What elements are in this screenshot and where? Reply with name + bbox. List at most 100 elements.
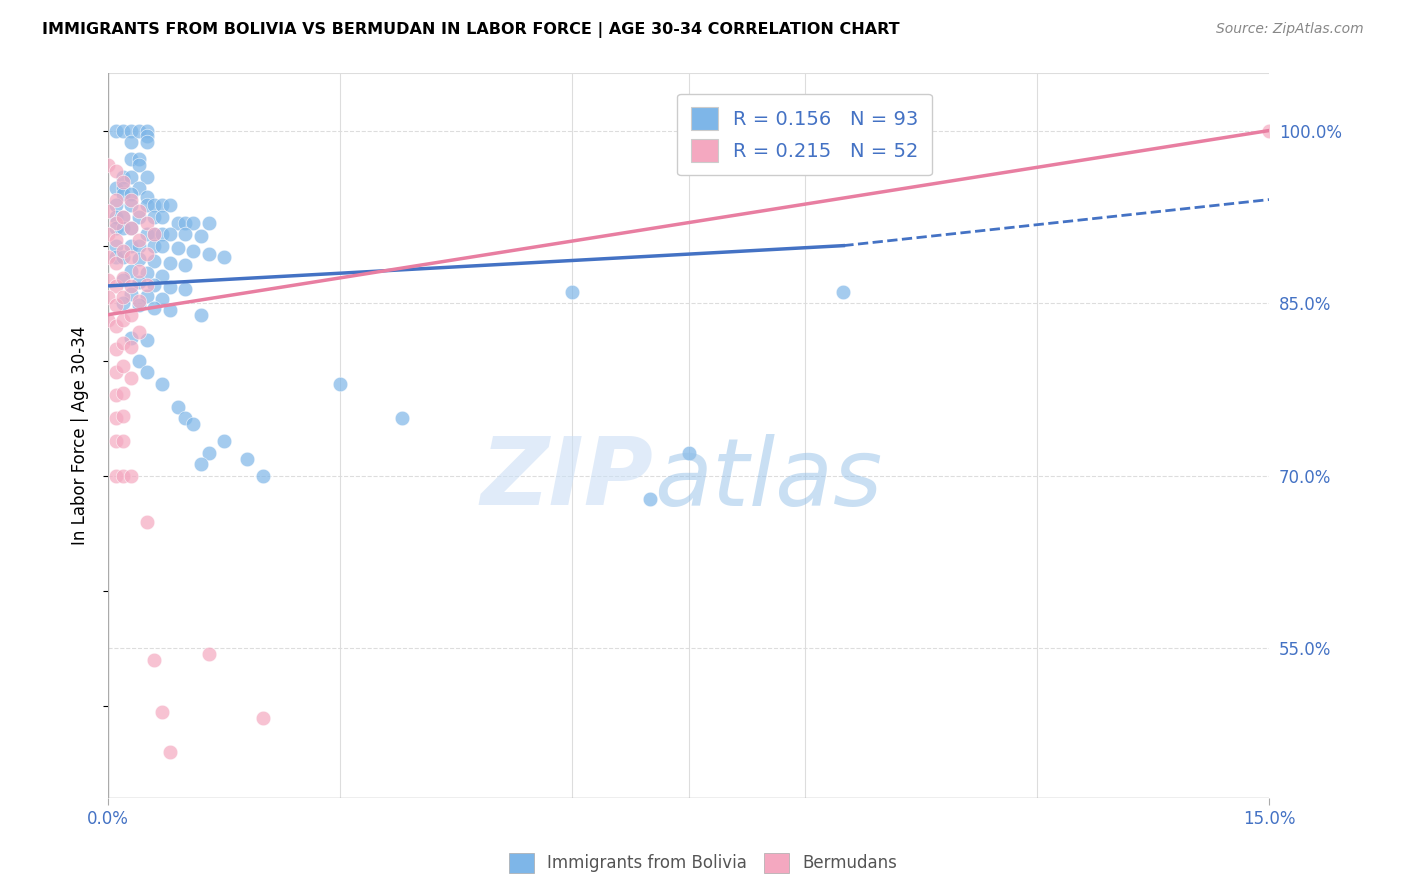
Point <box>150 198 173 212</box>
Point <box>174 227 197 241</box>
Point <box>143 653 166 667</box>
Point <box>128 153 150 167</box>
Legend: Immigrants from Bolivia, Bermudans: Immigrants from Bolivia, Bermudans <box>502 847 904 880</box>
Point <box>135 198 157 212</box>
Point <box>135 266 157 280</box>
Point <box>236 451 259 466</box>
Point <box>120 287 142 301</box>
Point <box>143 277 166 292</box>
Point <box>112 386 135 401</box>
Point <box>120 371 142 385</box>
Point <box>112 359 135 374</box>
Point <box>104 411 127 425</box>
Point <box>104 319 127 334</box>
Point <box>97 250 120 264</box>
Point <box>135 216 157 230</box>
Point <box>329 376 352 391</box>
Point <box>104 210 127 224</box>
Point <box>159 256 181 270</box>
Point <box>197 216 219 230</box>
Point <box>112 221 135 235</box>
Point <box>174 258 197 272</box>
Point <box>135 123 157 137</box>
Point <box>128 264 150 278</box>
Point <box>143 253 166 268</box>
Point <box>252 468 274 483</box>
Point <box>112 210 135 224</box>
Point <box>97 313 120 327</box>
Point <box>112 169 135 184</box>
Point <box>190 458 212 472</box>
Text: ZIP: ZIP <box>481 434 654 525</box>
Point <box>135 190 157 204</box>
Point <box>112 210 135 224</box>
Text: atlas: atlas <box>654 434 882 524</box>
Text: Source: ZipAtlas.com: Source: ZipAtlas.com <box>1216 22 1364 37</box>
Point <box>120 169 142 184</box>
Point <box>120 264 142 278</box>
Point <box>166 241 188 255</box>
Point <box>104 221 127 235</box>
Point <box>166 400 188 414</box>
Point <box>135 365 157 379</box>
Point <box>112 434 135 449</box>
Point <box>97 204 120 219</box>
Point <box>150 376 173 391</box>
Point <box>159 303 181 318</box>
Point <box>135 129 157 144</box>
Point <box>638 491 661 506</box>
Point <box>181 417 204 431</box>
Point <box>120 193 142 207</box>
Point <box>135 289 157 303</box>
Point <box>128 204 150 219</box>
Point <box>143 198 166 212</box>
Point <box>120 250 142 264</box>
Point <box>159 745 181 759</box>
Point <box>197 647 219 661</box>
Point <box>104 164 127 178</box>
Point <box>120 221 142 235</box>
Point <box>104 193 127 207</box>
Point <box>112 290 135 304</box>
Point <box>212 434 235 449</box>
Point <box>112 336 135 351</box>
Point <box>104 216 127 230</box>
Point <box>112 123 135 137</box>
Point <box>135 515 157 529</box>
Point <box>112 313 135 327</box>
Point <box>104 279 127 293</box>
Point <box>120 123 142 137</box>
Point <box>104 238 127 252</box>
Legend: R = 0.156   N = 93, R = 0.215   N = 52: R = 0.156 N = 93, R = 0.215 N = 52 <box>676 94 932 176</box>
Point <box>112 244 135 259</box>
Point <box>104 468 127 483</box>
Point <box>159 280 181 294</box>
Y-axis label: In Labor Force | Age 30-34: In Labor Force | Age 30-34 <box>72 326 89 545</box>
Point <box>104 233 127 247</box>
Point <box>120 198 142 212</box>
Point <box>150 268 173 283</box>
Point <box>135 333 157 347</box>
Point <box>120 153 142 167</box>
Point <box>159 227 181 241</box>
Point <box>128 210 150 224</box>
Point <box>135 246 157 260</box>
Point <box>112 296 135 310</box>
Point <box>97 290 120 304</box>
Point <box>159 198 181 212</box>
Point <box>150 238 173 252</box>
Point <box>174 216 197 230</box>
Point <box>391 411 413 425</box>
Point <box>104 343 127 357</box>
Point <box>104 298 127 312</box>
Point <box>120 468 142 483</box>
Point <box>120 221 142 235</box>
Point <box>120 308 142 322</box>
Point <box>120 135 142 149</box>
Point <box>104 388 127 402</box>
Point <box>128 298 150 312</box>
Point <box>128 293 150 308</box>
Point <box>143 301 166 315</box>
Point <box>112 175 135 189</box>
Point <box>135 227 157 241</box>
